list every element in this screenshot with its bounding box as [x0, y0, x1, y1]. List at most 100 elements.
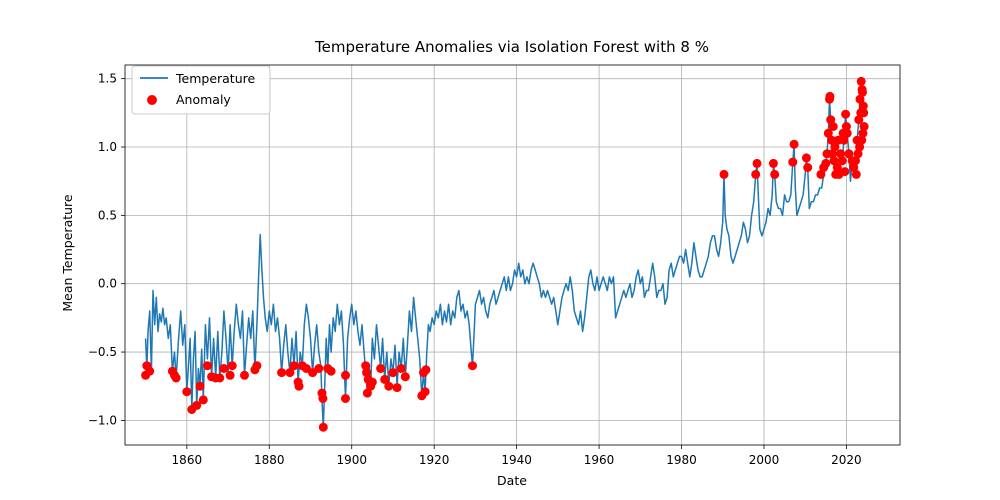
- anomaly-point: [252, 361, 262, 371]
- x-tick-label: 1860: [172, 453, 203, 467]
- anomaly-point: [851, 156, 860, 166]
- anomaly-point: [400, 372, 410, 382]
- anomaly-point: [829, 156, 839, 166]
- anomaly-point: [859, 122, 869, 131]
- x-axis-label: Date: [497, 473, 527, 488]
- anomaly-point: [202, 361, 212, 371]
- anomaly-point: [842, 128, 852, 138]
- anomaly-point: [318, 422, 328, 432]
- anomaly-point: [853, 149, 863, 159]
- anomaly-point: [844, 149, 854, 159]
- anomaly-point: [832, 163, 842, 172]
- anomaly-point: [362, 388, 372, 398]
- anomaly-point: [198, 395, 208, 405]
- anomaly-point: [285, 368, 295, 378]
- y-tick-label: 1.5: [98, 72, 117, 86]
- x-tick-label: 2020: [831, 453, 862, 467]
- y-tick-label: 0.0: [98, 277, 117, 291]
- anomaly-point: [314, 364, 324, 373]
- anomaly-point: [858, 128, 868, 138]
- anomaly-point: [858, 101, 868, 111]
- anomaly-point: [854, 115, 864, 125]
- axes-ticks: 1860 1880 1900 1920 1940 1960 1980 2000 2020 −1.0…: [88, 72, 862, 467]
- y-tick-label: 0.5: [98, 208, 117, 222]
- anomaly-point: [192, 400, 202, 410]
- anomaly-point: [851, 169, 861, 179]
- anomaly-point: [768, 158, 778, 168]
- anomaly-point: [827, 149, 837, 159]
- anomaly-point: [392, 383, 402, 393]
- y-tick-label: 1.0: [98, 140, 117, 154]
- anomaly-point: [289, 361, 299, 371]
- x-tick-label: 1940: [501, 453, 532, 467]
- anomaly-point: [836, 149, 846, 159]
- anomaly-point: [858, 87, 867, 97]
- anomaly-point: [341, 370, 350, 380]
- anomaly-point: [828, 122, 838, 131]
- x-tick-label: 1880: [254, 453, 285, 467]
- anomaly-point: [788, 157, 798, 167]
- anomaly-point: [171, 373, 181, 383]
- x-tick-label: 1980: [666, 453, 697, 467]
- anomaly-point: [294, 381, 304, 391]
- anomaly-point: [789, 139, 799, 149]
- anomaly-point: [839, 135, 849, 145]
- anomaly-point: [396, 364, 406, 373]
- anomaly-point: [468, 361, 477, 371]
- temperature-series-line: [144, 80, 865, 428]
- anomaly-point: [219, 364, 229, 373]
- anomaly-point: [195, 381, 205, 391]
- legend-label-anomaly: Anomaly: [176, 92, 231, 107]
- anomaly-point: [240, 370, 249, 380]
- anomaly-point: [825, 91, 835, 101]
- anomaly-point: [803, 163, 813, 172]
- anomaly-point: [826, 115, 836, 125]
- anomaly-point: [857, 135, 867, 145]
- anomaly-point: [361, 361, 371, 371]
- x-tick-label: 1900: [336, 453, 367, 467]
- anomaly-point: [823, 128, 833, 138]
- anomaly-point: [318, 394, 328, 403]
- anomaly-point: [816, 169, 826, 179]
- anomaly-point: [341, 394, 350, 403]
- legend: Temperature Anomaly: [131, 65, 271, 115]
- anomaly-point: [326, 366, 336, 376]
- y-tick-label: −1.0: [88, 413, 117, 427]
- plot-frame: [124, 64, 901, 446]
- anomaly-point: [770, 169, 780, 179]
- anomaly-point: [855, 94, 865, 104]
- legend-marker-swatch: [147, 95, 157, 105]
- anomaly-point: [215, 373, 225, 383]
- anomaly-point: [227, 361, 237, 371]
- anomaly-point: [752, 158, 762, 168]
- x-tick-label: 1960: [584, 453, 615, 467]
- anomaly-point: [376, 364, 386, 373]
- anomaly-point: [225, 370, 235, 380]
- y-tick-label: −0.5: [88, 345, 117, 359]
- chart-title: Temperature Anomalies via Isolation Fore…: [314, 38, 709, 56]
- anomaly-point: [821, 158, 831, 168]
- anomaly-point: [277, 368, 287, 378]
- anomaly-point: [751, 169, 761, 179]
- anomaly-point: [145, 366, 155, 376]
- anomaly-point: [380, 374, 390, 384]
- anomaly-point: [362, 368, 372, 378]
- anomaly-point: [856, 76, 866, 86]
- anomaly-point: [801, 153, 811, 163]
- anomaly-point: [859, 108, 869, 118]
- anomaly-point: [182, 387, 192, 397]
- anomaly-point: [841, 109, 851, 119]
- anomaly-point: [830, 142, 840, 152]
- anomaly-point: [841, 122, 851, 131]
- anomaly-point: [719, 169, 729, 179]
- anomaly-point: [388, 368, 398, 378]
- y-axis-label: Mean Temperature: [60, 194, 75, 312]
- anomaly-point: [367, 377, 377, 387]
- anomaly-point: [855, 142, 865, 152]
- plot-area: [141, 76, 869, 432]
- anomaly-point: [827, 135, 837, 145]
- anomaly-point: [420, 387, 430, 397]
- anomaly-point: [840, 167, 850, 177]
- anomaly-point: [421, 365, 431, 375]
